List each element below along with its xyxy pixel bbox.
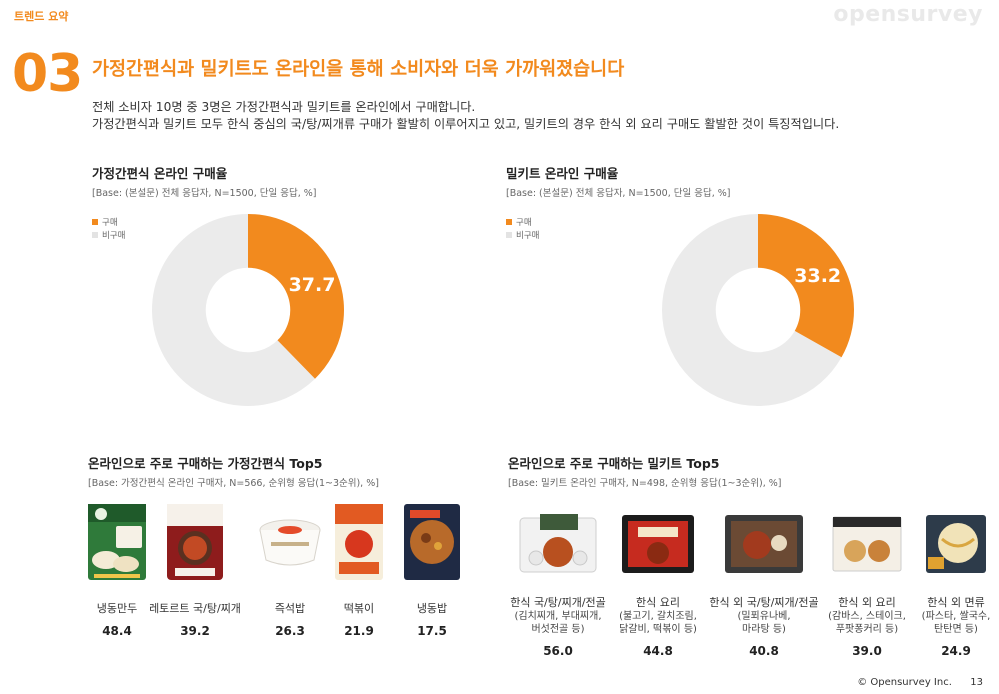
chart-title-hmr: 가정간편식 온라인 구매율 [92,166,228,181]
hmr-item-value-5: 17.5 [417,624,447,638]
page-description: 전체 소비자 10명 중 3명은 가정간편식과 밀키트를 온라인에서 구매합니다… [92,99,839,133]
korean-dish-mealkit-icon [599,508,717,580]
donut-chart-mealkit: 33.2 [662,214,854,406]
legend-label-non-purchase: 비구매 [102,230,126,241]
donut-slice-purchase [248,214,344,379]
hmr-item-1: 냉동만두 48.4 [67,502,167,638]
legend-mealkit: 구매 비구매 [506,215,539,241]
hmr-item-label-5: 냉동밥 [416,602,448,615]
donut-slice-non-purchase [152,214,316,406]
mealkit-item-value-1: 56.0 [543,644,573,658]
legend-item-purchase: 구매 [92,215,125,228]
mealkit-item-label-1: 한식 국/탕/찌개/전골 [510,596,606,609]
hmr-item-3: 즉석밥 26.3 [240,502,340,638]
hmr-item-label-1: 냉동만두 [96,602,138,615]
legend-item-purchase: 구매 [506,215,539,228]
mealkit-item-value-3: 40.8 [749,644,779,658]
mealkit-item-example-3b: 마라탕 등) [742,624,786,635]
frozen-fried-rice-bag-icon [382,502,482,582]
page-headline: 가정간편식과 밀키트도 온라인을 통해 소비자와 더욱 가까워졌습니다 [92,59,625,80]
donut-data-label: 37.7 [289,274,336,296]
mealkit-item-label-4: 한식 외 요리 [838,596,896,609]
chart-base-mealkit: [Base: (본설문) 전체 응답자, N=1500, 단일 응답, %] [506,188,731,199]
mealkit-item-5: 한식 외 면류 (파스타, 쌀국수, 탄탄면 등) 24.9 [897,508,999,658]
donut-slice-non-purchase [662,214,842,406]
hmr-item-value-1: 48.4 [102,624,132,638]
mealkit-item-example-4a: (감바스, 스테이크, [828,611,906,622]
mealkit-item-example-5b: 탄탄면 등) [934,624,978,635]
mealkit-item-1: 한식 국/탕/찌개/전골 (김치찌개, 부대찌개, 버섯전골 등) 56.0 [499,508,617,658]
mealkit-item-3: 한식 외 국/탕/찌개/전골 (밀푀유나베, 마라탕 등) 40.8 [705,508,823,658]
legend-hmr: 구매 비구매 [92,215,125,241]
hmr-item-label-4: 떡볶이 [343,602,375,615]
top5-title-hmr: 온라인으로 주로 구매하는 가정간편식 Top5 [88,456,323,471]
donut-slice-purchase [758,214,854,358]
mealkit-item-value-4: 39.0 [852,644,882,658]
mealkit-item-example-4b: 푸팟퐁커리 등) [835,624,899,635]
hmr-item-value-2: 39.2 [180,624,210,638]
mealkit-item-example-2a: (불고기, 갈치조림, [619,611,697,622]
description-line-2: 가정간편식과 밀키트 모두 한식 중심의 국/탕/찌개류 구매가 활발히 이루어… [92,117,840,131]
top5-base-hmr: [Base: 가정간편식 온라인 구매자, N=566, 순위형 응답(1~3순… [88,478,379,489]
hmr-item-label-3: 즉석밥 [274,602,306,615]
mealkit-item-label-3: 한식 외 국/탕/찌개/전골 [709,596,819,609]
legend-swatch-non-purchase [506,231,512,238]
mealkit-item-example-3a: (밀푀유나베, [737,611,791,622]
hmr-item-value-3: 26.3 [275,624,305,638]
mealkit-item-example-1a: (김치찌개, 부대찌개, [514,611,602,622]
section-tag: 트렌드 요약 [14,10,69,23]
mealkit-item-value-5: 24.9 [941,644,971,658]
mealkit-item-label-2: 한식 요리 [636,596,680,609]
footer-page-number: 13 [970,677,983,688]
instant-rice-bowl-icon [240,502,340,582]
hmr-item-2: 레토르트 국/탕/찌개 39.2 [145,502,245,638]
mealkit-item-example-1b: 버섯전골 등) [531,624,585,635]
mealkit-item-4: 한식 외 요리 (감바스, 스테이크, 푸팟퐁커리 등) 39.0 [808,508,926,658]
mealkit-item-value-2: 44.8 [643,644,673,658]
mealkit-item-2: 한식 요리 (불고기, 갈치조림, 닭갈비, 떡볶이 등) 44.8 [599,508,717,658]
legend-label-purchase: 구매 [102,217,118,228]
mealkit-item-example-2b: 닭갈비, 떡볶이 등) [619,624,697,635]
legend-item-non-purchase: 비구매 [506,228,539,241]
footer-copyright: © Opensurvey Inc. [857,677,952,688]
section-number: 03 [12,44,83,104]
mealkit-item-example-5a: (파스타, 쌀국수, [921,611,991,622]
retort-soup-pouch-icon [145,502,245,582]
western-dish-mealkit-icon [808,508,926,580]
frozen-dumpling-pack-icon [67,502,167,582]
tteokbokki-pack-icon [309,502,409,582]
chart-title-mealkit: 밀키트 온라인 구매율 [506,166,619,181]
legend-label-non-purchase: 비구매 [516,230,540,241]
legend-swatch-purchase [506,218,512,225]
donut-chart-hmr: 37.7 [152,214,344,406]
donut-data-label: 33.2 [794,265,841,287]
hmr-item-4: 떡볶이 21.9 [309,502,409,638]
legend-swatch-purchase [92,218,98,225]
hmr-item-5: 냉동밥 17.5 [382,502,482,638]
chart-base-hmr: [Base: (본설문) 전체 응답자, N=1500, 단일 응답, %] [92,188,317,199]
hmr-item-value-4: 21.9 [344,624,374,638]
hotpot-mealkit-icon [705,508,823,580]
noodle-mealkit-icon [897,508,999,580]
legend-item-non-purchase: 비구매 [92,228,125,241]
top5-title-mealkit: 온라인으로 주로 구매하는 밀키트 Top5 [508,456,720,471]
legend-label-purchase: 구매 [516,217,532,228]
top5-base-mealkit: [Base: 밀키트 온라인 구매자, N=498, 순위형 응답(1~3순위)… [508,478,782,489]
legend-swatch-non-purchase [92,231,98,238]
mealkit-item-label-5: 한식 외 면류 [927,596,985,609]
brand-logo: opensurvey [833,2,983,27]
description-line-1: 전체 소비자 10명 중 3명은 가정간편식과 밀키트를 온라인에서 구매합니다… [92,100,476,114]
hmr-item-label-2: 레토르트 국/탕/찌개 [149,602,241,615]
footer: © Opensurvey Inc. 13 [857,677,983,688]
korean-stew-mealkit-icon [499,508,617,580]
